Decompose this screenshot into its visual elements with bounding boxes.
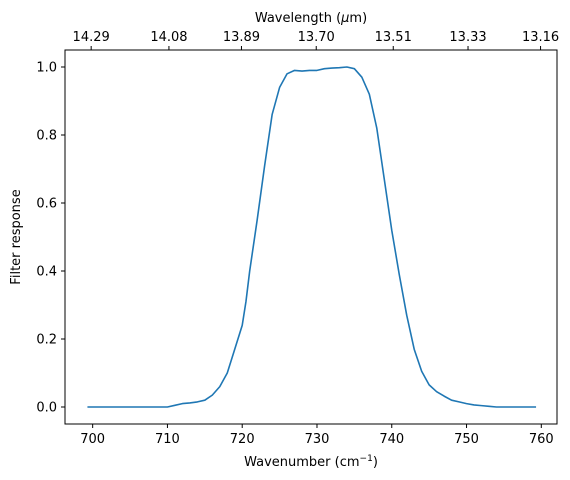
top-tick-label: 13.89 <box>223 30 260 45</box>
top-tick-label: 13.70 <box>298 30 335 45</box>
filter-response-line <box>87 66 537 408</box>
top-tick-label: 13.33 <box>449 30 486 45</box>
x-tick-label: 720 <box>230 432 255 447</box>
top-tick-label: 13.16 <box>522 30 559 45</box>
top-axis-title: Wavelength (μm) <box>255 11 367 26</box>
y-axis-title: Filter response <box>9 189 24 284</box>
y-tick-label: 0.6 <box>36 197 57 212</box>
x-tick-label: 740 <box>379 432 404 447</box>
x-tick-label: 710 <box>155 432 180 447</box>
y-tick-label: 0.8 <box>36 129 57 144</box>
plot-area <box>64 49 558 425</box>
y-tick-label: 0.2 <box>36 333 57 348</box>
x-tick-label: 760 <box>529 432 554 447</box>
top-tick-label: 14.29 <box>73 30 110 45</box>
y-tick-label: 1.0 <box>36 61 57 76</box>
y-tick-label: 0.4 <box>36 265 57 280</box>
x-axis-title-superscript: −1 <box>360 454 373 464</box>
top-tick-label: 13.51 <box>375 30 412 45</box>
x-tick-label: 730 <box>305 432 330 447</box>
x-axis-title: Wavenumber (cm−1) <box>244 454 378 470</box>
top-tick-label: 14.08 <box>150 30 187 45</box>
x-tick-label: 750 <box>454 432 479 447</box>
chart-marks: 700 710 720 730 740 750 760 0.0 0.2 0.4 0.6 0.8 1.0 1… <box>36 30 559 447</box>
x-tick-label: 700 <box>80 432 105 447</box>
y-tick-label: 0.0 <box>36 401 57 416</box>
